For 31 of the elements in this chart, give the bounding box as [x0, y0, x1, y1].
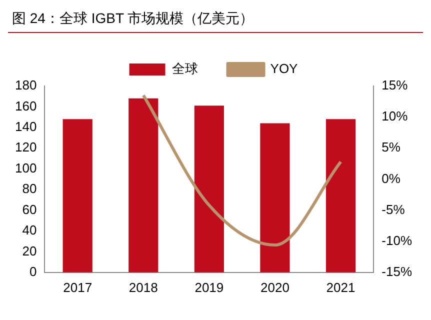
bar — [62, 119, 92, 272]
y2-tick-label: 10% — [382, 108, 408, 124]
y-tick-label: 20 — [22, 243, 37, 258]
y-tick-label: 120 — [14, 140, 37, 155]
x-tick-label: 2018 — [128, 280, 158, 295]
x-tick-label: 2017 — [63, 280, 92, 295]
line-series — [142, 94, 342, 247]
y-tick-label: 100 — [14, 160, 37, 176]
bar — [128, 98, 158, 272]
bar — [326, 119, 356, 272]
y-tick-label: 0 — [29, 264, 37, 279]
y-tick-label: 140 — [14, 119, 37, 134]
bar — [194, 106, 224, 272]
x-tick-label: 2019 — [194, 280, 224, 295]
y-tick-label: 180 — [14, 78, 37, 93]
y-tick-label: 60 — [22, 202, 37, 217]
legend-label: 全球 — [172, 61, 198, 76]
y-tick-label: 160 — [14, 98, 37, 114]
y-tick-label: 40 — [22, 222, 37, 238]
y2-tick-label: 0% — [382, 170, 401, 186]
x-tick-label: 2021 — [326, 280, 356, 295]
y-tick-label: 80 — [22, 181, 37, 196]
chart-title: 图 24：全球 IGBT 市场规模（亿美元） — [8, 8, 423, 33]
x-tick-label: 2020 — [260, 280, 290, 295]
y2-tick-label: -15% — [382, 264, 412, 279]
y2-tick-label: -5% — [382, 202, 406, 217]
y2-tick-label: -10% — [382, 232, 412, 248]
legend-label: YOY — [270, 61, 298, 76]
bar — [260, 123, 290, 272]
y2-tick-label: 15% — [382, 78, 408, 93]
y2-tick-label: 5% — [382, 140, 401, 155]
